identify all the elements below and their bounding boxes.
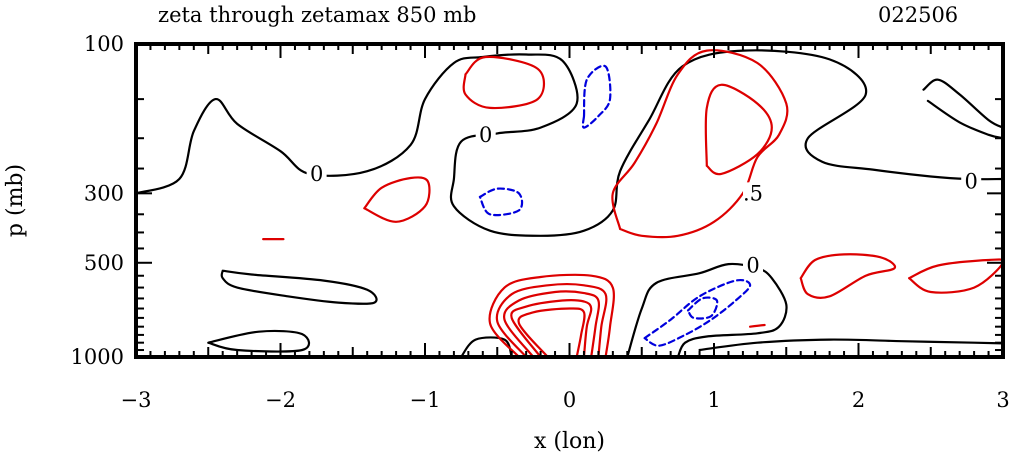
x-tick-label: −1 [410,388,441,412]
contour-line [611,49,789,239]
contour-line [581,64,612,129]
contour-line [749,323,766,328]
x-tick-label: 1 [707,388,720,412]
contour-line [704,83,773,176]
contour-line [799,253,897,299]
x-tick-label: 2 [852,388,865,412]
contour-label: 0 [746,253,759,277]
x-axis-label: x (lon) [534,429,605,454]
y-tick-label: 100 [84,32,124,56]
y-tick-label: 1000 [71,345,124,369]
contour-line [626,262,788,359]
contour-label: 0 [965,170,978,194]
contour-label-bg [743,182,764,205]
contour-line [488,273,615,359]
contour-label-bg [306,162,327,185]
contour-line [926,99,1005,140]
contour-line [517,307,586,359]
contour-line [502,290,601,359]
x-tick-label: 0 [563,388,576,412]
contour-line [363,176,431,223]
contour-line [495,283,608,359]
contour-label-bg [475,123,496,146]
contour-line [220,269,378,305]
y-axis-label: p (mb) [3,164,28,237]
y-tick-label: 300 [84,181,124,205]
contour-label-bg [961,170,982,193]
contour-label: .5 [743,181,763,205]
contour-line [207,329,311,353]
date-label: 022506 [878,3,958,27]
x-tick-label: 3 [996,388,1009,412]
contour-line [462,55,546,110]
contour-line [643,278,752,347]
contour-label: 0 [479,123,492,147]
contour-line [510,299,593,359]
plot-frame [134,42,1005,359]
contour-line [478,187,524,217]
contour-line [686,296,719,320]
x-tick-label: −2 [265,388,296,412]
contour-line [908,258,1005,294]
contour-line [922,78,1005,129]
chart-title: zeta through zetamax 850 mb [158,3,476,27]
x-tick-label: −3 [121,388,152,412]
y-tick-label: 500 [84,251,124,275]
contour-label: 0 [310,162,323,186]
contour-layer [134,49,1005,359]
contour-label-layer: 0 0 0 0 .5 [306,123,982,277]
contour-line [698,338,1005,352]
contour-line [134,49,1005,237]
contour-label-bg [743,254,764,277]
